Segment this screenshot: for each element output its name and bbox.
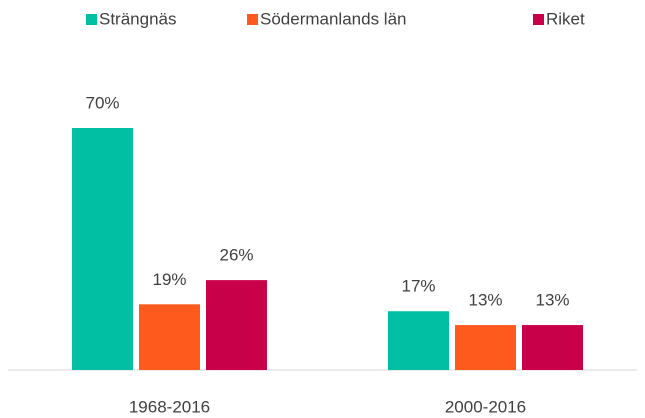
- bar: [72, 128, 133, 370]
- x-tick-label: 1968-2016: [129, 397, 210, 416]
- value-label: 19%: [152, 270, 186, 289]
- legend-label: Riket: [546, 9, 585, 28]
- legend-label: Strängnäs: [99, 9, 177, 28]
- bar: [139, 304, 200, 370]
- bar: [206, 280, 267, 370]
- value-label: 13%: [535, 291, 569, 310]
- legend-label: Södermanlands län: [260, 9, 406, 28]
- legend-swatch: [86, 14, 97, 25]
- value-label: 26%: [219, 246, 253, 265]
- bar: [455, 325, 516, 370]
- bar: [522, 325, 583, 370]
- x-tick-label: 2000-2016: [445, 397, 526, 416]
- legend-swatch: [533, 14, 544, 25]
- value-label: 70%: [85, 93, 119, 112]
- value-label: 13%: [468, 291, 502, 310]
- bar: [388, 311, 449, 370]
- legend-swatch: [247, 14, 258, 25]
- value-label: 17%: [401, 277, 435, 296]
